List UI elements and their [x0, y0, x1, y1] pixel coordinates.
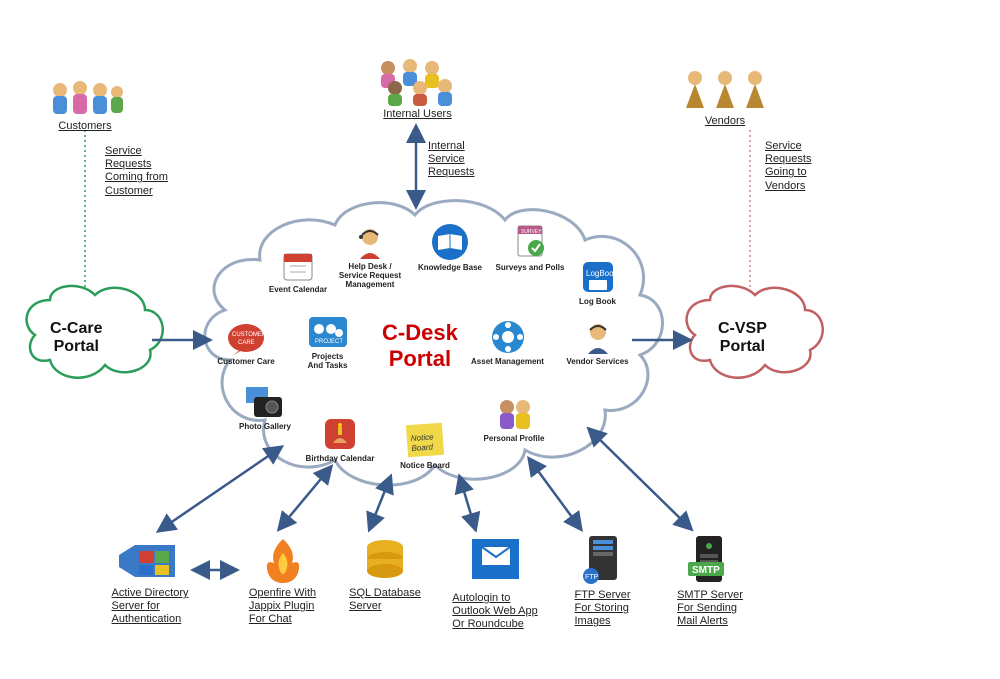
event-calendar-node: Event Calendar — [268, 248, 328, 295]
internal-users-label: Internal Users — [383, 108, 451, 121]
projects-label: Projects And Tasks — [308, 353, 348, 371]
ad-label: Active Directory Server for Authenticati… — [111, 587, 188, 627]
flame-icon — [258, 535, 308, 585]
svg-text:LogBook: LogBook — [586, 269, 617, 278]
people-group-icon — [370, 58, 465, 106]
vendors-label: Vendors — [705, 115, 745, 128]
flow-right-label: Service Requests Going to Vendors — [765, 140, 811, 193]
logbook-label: Log Book — [579, 298, 616, 307]
vendors-icon — [680, 68, 770, 113]
ad-icon — [115, 535, 185, 585]
customercare-icon: CUSTOMER CARE — [226, 318, 266, 356]
sql-label: SQL Database Server — [349, 587, 421, 613]
svg-text:CARE: CARE — [238, 340, 255, 346]
asset-icon — [488, 318, 528, 356]
profile-couple-icon — [493, 395, 535, 433]
noticeboard-label: Notice Board — [400, 462, 450, 471]
c-desk-portal-title: C-Desk Portal — [382, 320, 458, 372]
personalprofile-label: Personal Profile — [484, 435, 545, 444]
birthday-node: Birthday Calendar — [305, 415, 375, 464]
svg-text:SURVEY: SURVEY — [521, 229, 542, 235]
knowledgebase-node: Knowledge Base — [415, 222, 485, 273]
assetmgmt-node: Asset Management — [470, 318, 545, 367]
smtp-label: SMTP Server For Sending Mail Alerts — [677, 589, 743, 629]
outlook-icon: Outlook Web App — [468, 535, 523, 590]
birthday-icon — [321, 415, 359, 453]
sticky-note-icon: NoticeBoard — [403, 420, 447, 460]
c-vsp-portal-title: C-VSP Portal — [718, 320, 767, 356]
logbook-node: LogBook Log Book — [570, 258, 625, 307]
photogallery-node: Photo Gallery — [235, 385, 295, 432]
outlook-server: Outlook Web App Autologin to Outlook Web… — [440, 535, 550, 632]
assetmgmt-label: Asset Management — [471, 358, 544, 367]
photogallery-label: Photo Gallery — [239, 423, 291, 432]
logbook-icon: LogBook — [579, 258, 617, 296]
vendors-actor: Vendors — [680, 68, 770, 128]
database-icon — [360, 535, 410, 585]
projects-icon: PROJECT — [307, 315, 349, 351]
internal-users-actor: Internal Users — [370, 58, 465, 121]
svg-text:FTP: FTP — [585, 574, 599, 581]
headset-person-icon — [352, 225, 388, 261]
people-icon — [45, 78, 125, 118]
flow-center-label: Internal Service Requests — [428, 140, 474, 180]
svg-text:PROJECT: PROJECT — [315, 339, 343, 345]
smtp-server: SMTP SMTP Server For Sending Mail Alerts — [665, 532, 755, 629]
c-care-portal-title: C-Care Portal — [50, 320, 102, 356]
openfire-label: Openfire With Jappix Plugin For Chat — [249, 587, 316, 627]
flow-left-label: Service Requests Coming from Customer — [105, 145, 168, 198]
personalprofile-node: Personal Profile — [480, 395, 548, 444]
customercare-label: Customer Care — [217, 358, 274, 367]
svg-text:Outlook Web App: Outlook Web App — [474, 580, 523, 587]
customercare-node: CUSTOMER CARE Customer Care — [215, 318, 277, 367]
svg-text:Board: Board — [411, 442, 433, 453]
camera-icon — [244, 385, 286, 421]
calendar-icon — [280, 248, 316, 284]
customers-actor: Customers — [45, 78, 125, 133]
knowledgebase-label: Knowledge Base — [418, 264, 482, 273]
openfire-server: Openfire With Jappix Plugin For Chat — [235, 535, 330, 627]
vendor-person-icon — [580, 320, 616, 356]
smtp-server-icon: SMTP — [684, 532, 736, 587]
ftp-server-icon: FTP — [579, 532, 627, 587]
helpdesk-node: Help Desk / Service Request Management — [335, 225, 405, 289]
noticeboard-node: NoticeBoard Notice Board — [395, 420, 455, 471]
helpdesk-label: Help Desk / Service Request Management — [339, 263, 401, 289]
birthday-label: Birthday Calendar — [306, 455, 375, 464]
event-calendar-label: Event Calendar — [269, 286, 327, 295]
outlook-label: Autologin to Outlook Web App Or Roundcub… — [452, 592, 537, 632]
ftp-label: FTP Server For Storing Images — [574, 589, 630, 629]
book-icon — [430, 222, 470, 262]
surveys-node: SURVEY Surveys and Polls — [495, 222, 565, 273]
vendorservices-label: Vendor Services — [566, 358, 628, 367]
projects-node: PROJECT Projects And Tasks — [300, 315, 355, 371]
svg-text:SMTP: SMTP — [692, 565, 720, 576]
vendorservices-node: Vendor Services — [565, 320, 630, 367]
surveys-label: Surveys and Polls — [496, 264, 565, 273]
survey-icon: SURVEY — [510, 222, 550, 262]
svg-text:CUSTOMER: CUSTOMER — [232, 332, 266, 338]
svg-text:Notice: Notice — [411, 432, 435, 443]
customers-label: Customers — [58, 120, 111, 133]
ftp-server: FTP FTP Server For Storing Images — [560, 532, 645, 629]
ad-server: Active Directory Server for Authenticati… — [100, 535, 200, 627]
sql-server: SQL Database Server — [340, 535, 430, 613]
